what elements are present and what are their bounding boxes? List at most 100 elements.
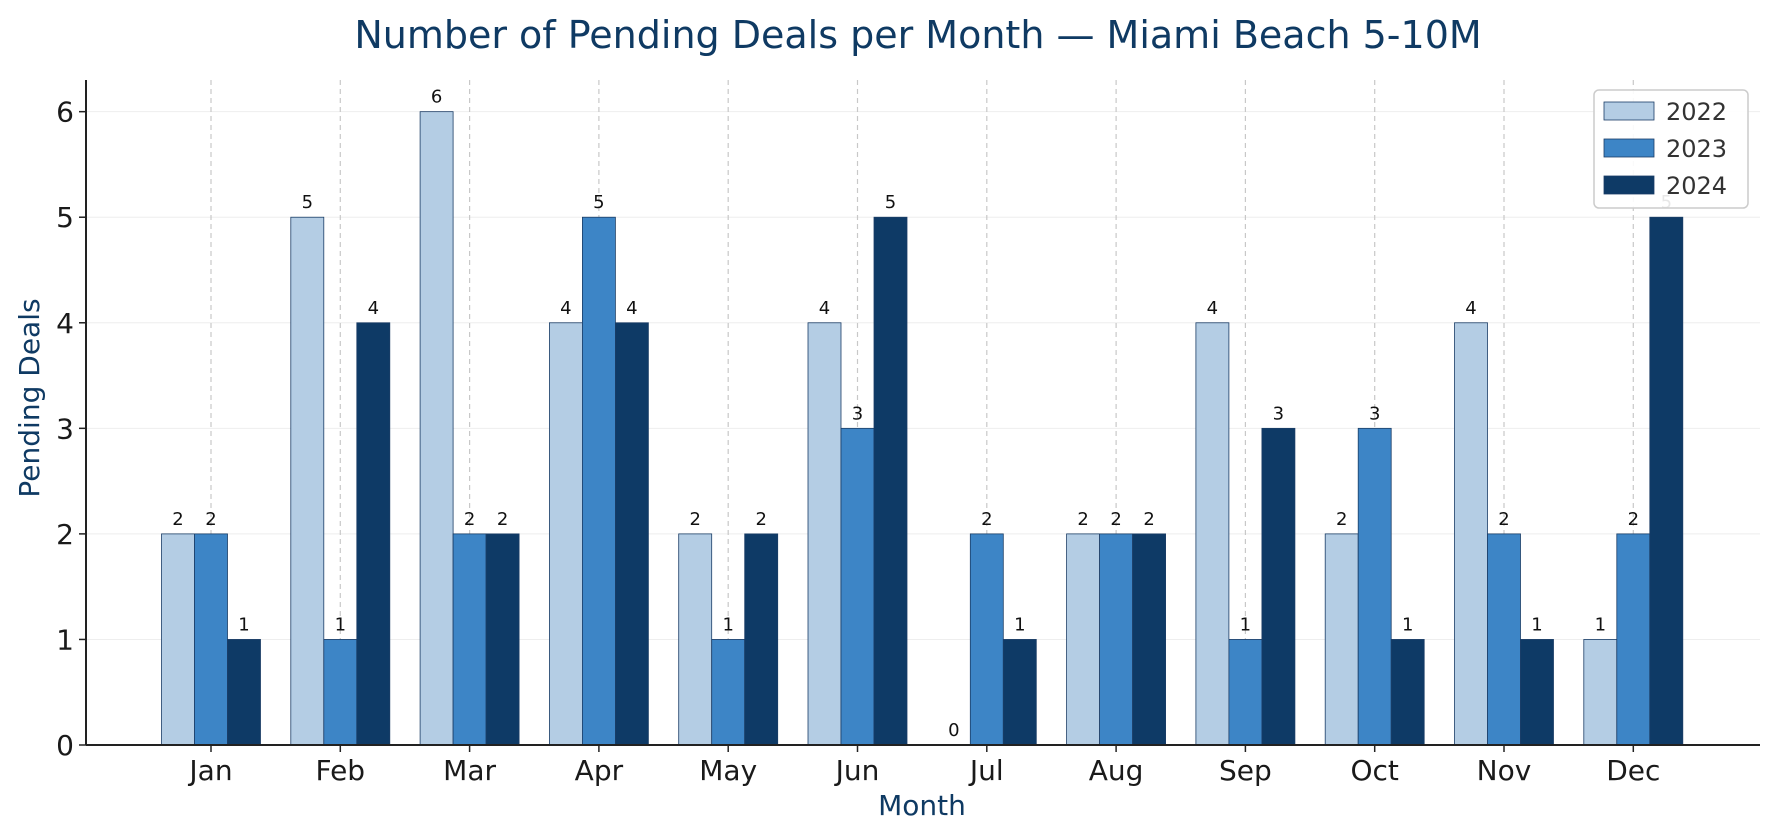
data-label: 2 [1110, 509, 1121, 530]
data-label: 4 [1207, 298, 1218, 319]
data-label: 6 [431, 87, 442, 108]
x-tick-label: Jan [187, 754, 232, 787]
bar-2024-feb [356, 322, 391, 746]
data-label: 2 [1336, 509, 1347, 530]
x-tick-label: May [699, 754, 757, 787]
data-label: 1 [1402, 614, 1413, 635]
bar-2024-jul [1002, 639, 1037, 746]
data-label: 2 [1077, 509, 1088, 530]
data-label: 1 [722, 614, 733, 635]
bar-2022-oct [1324, 533, 1359, 746]
data-label: 2 [1143, 509, 1154, 530]
data-label: 2 [464, 509, 475, 530]
data-label: 5 [885, 192, 896, 213]
data-label: 4 [560, 298, 571, 319]
data-label: 2 [981, 509, 992, 530]
bar-2023-feb [323, 639, 358, 746]
bars-layer [161, 111, 1684, 746]
bar-2022-sep [1195, 322, 1230, 746]
data-label: 1 [1014, 614, 1025, 635]
legend: 2022 2023 2024 [1593, 89, 1749, 209]
data-label: 2 [1498, 509, 1509, 530]
bar-2022-mar [419, 111, 454, 746]
bar-2023-sep [1228, 639, 1263, 746]
ticks-layer: 0 1 2 3 4 5 6 Jan Feb Mar Apr May Jun Jul Aug Sep Oct Nov… [56, 96, 1660, 787]
data-label: 2 [205, 509, 216, 530]
bar-2022-feb [290, 216, 325, 746]
y-tick-label: 4 [56, 307, 74, 340]
data-label: 2 [1628, 509, 1639, 530]
data-label: 1 [238, 614, 249, 635]
bar-2024-nov [1520, 639, 1554, 746]
axes-layer [85, 80, 1760, 746]
legend-swatch-2023 [1603, 138, 1655, 158]
data-label: 4 [1465, 298, 1476, 319]
data-label: 1 [335, 614, 346, 635]
y-tick-label: 5 [56, 201, 74, 234]
x-tick-label: Jun [834, 754, 880, 787]
x-tick-label: Sep [1219, 754, 1272, 787]
legend-label-2023: 2023 [1666, 135, 1727, 163]
legend-label-2024: 2024 [1666, 172, 1727, 200]
data-label: 1 [1240, 614, 1251, 635]
x-tick-label: Oct [1350, 754, 1398, 787]
bar-2023-apr [582, 216, 616, 746]
data-label: 2 [755, 509, 766, 530]
y-tick-label: 0 [56, 729, 74, 762]
bar-2023-mar [452, 533, 487, 746]
data-label: 5 [593, 192, 604, 213]
bar-2022-aug [1066, 533, 1100, 746]
legend-swatch-2022 [1603, 101, 1655, 121]
bar-2022-dec [1583, 639, 1618, 746]
bar-2023-dec [1616, 533, 1651, 746]
bar-2022-jan [161, 533, 195, 746]
data-label: 3 [1369, 403, 1380, 424]
bar-2024-sep [1261, 427, 1296, 746]
x-tick-label: Feb [316, 754, 366, 787]
bar-2024-aug [1132, 533, 1166, 746]
data-label: 1 [1595, 614, 1606, 635]
y-tick-label: 2 [56, 518, 74, 551]
bar-2023-jan [194, 533, 228, 746]
bar-2024-jan [227, 639, 261, 746]
x-tick-label: Mar [443, 754, 496, 787]
chart-title: Number of Pending Deals per Month — Miam… [354, 13, 1481, 57]
bar-2022-jun [807, 322, 842, 746]
data-label: 3 [1273, 403, 1284, 424]
data-label: 2 [497, 509, 508, 530]
y-tick-label: 6 [56, 96, 74, 129]
bar-2024-apr [615, 322, 649, 746]
bar-2024-may [744, 533, 779, 746]
legend-label-2022: 2022 [1666, 98, 1727, 126]
data-label: 3 [852, 403, 863, 424]
bar-2023-jun [840, 427, 875, 746]
x-tick-label: Nov [1477, 754, 1532, 787]
bar-2022-nov [1454, 322, 1488, 746]
data-label: 0 [948, 720, 959, 741]
data-label: 2 [172, 509, 183, 530]
y-axis-label: Pending Deals [13, 298, 46, 497]
x-tick-label: Apr [575, 754, 624, 787]
data-label: 2 [689, 509, 700, 530]
x-axis-label: Month [878, 789, 966, 822]
x-tick-label: Jul [968, 754, 1004, 787]
data-label: 5 [302, 192, 313, 213]
y-tick-label: 3 [56, 412, 74, 445]
bar-2022-may [678, 533, 713, 746]
data-label: 4 [626, 298, 637, 319]
data-label: 4 [819, 298, 830, 319]
bar-2023-may [711, 639, 746, 746]
x-tick-label: Aug [1089, 754, 1144, 787]
bar-2023-nov [1487, 533, 1521, 746]
bar-2023-aug [1099, 533, 1133, 746]
bar-2024-mar [485, 533, 520, 746]
bar-2024-oct [1390, 639, 1425, 746]
y-tick-label: 1 [56, 623, 74, 656]
data-label: 1 [1531, 614, 1542, 635]
legend-swatch-2024 [1603, 175, 1655, 195]
bar-2022-apr [549, 322, 583, 746]
data-label: 4 [368, 298, 379, 319]
bar-2024-dec [1649, 216, 1684, 746]
x-tick-label: Dec [1606, 754, 1660, 787]
